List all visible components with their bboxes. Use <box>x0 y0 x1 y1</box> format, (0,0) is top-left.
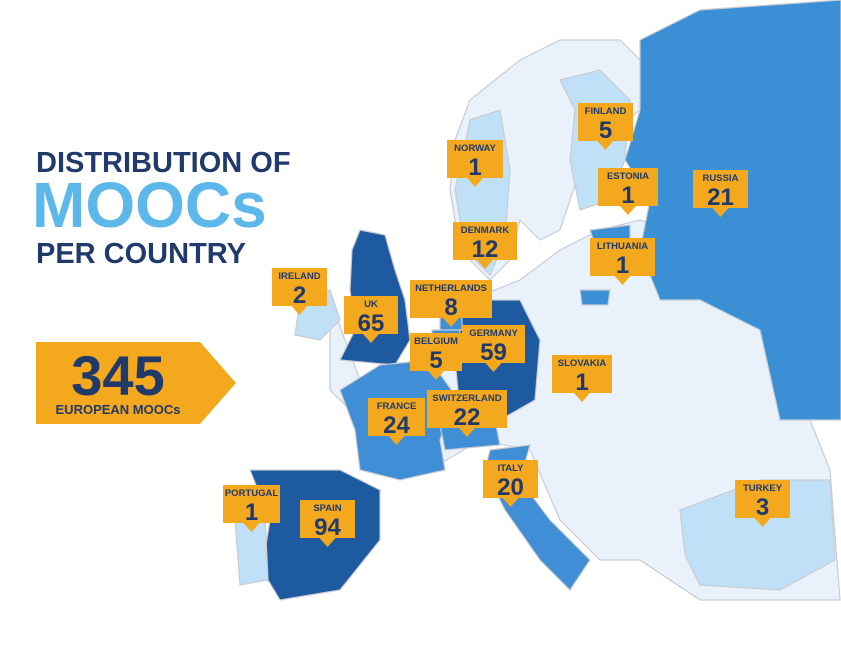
callout <box>410 280 492 327</box>
country-value: 12 <box>472 236 499 263</box>
total-value: 345 <box>71 344 164 407</box>
country-value: 1 <box>616 252 629 279</box>
title-line2: MOOCs <box>32 169 267 241</box>
callout <box>552 355 612 402</box>
country-value: 1 <box>575 369 588 396</box>
country-value: 1 <box>245 499 258 526</box>
country-name: UK <box>364 299 378 310</box>
country-name: SPAIN <box>313 503 341 514</box>
country-value: 24 <box>383 412 410 439</box>
country-name: ITALY <box>498 463 525 474</box>
country-name: GERMANY <box>469 328 518 339</box>
callout <box>693 170 748 217</box>
callout <box>300 500 355 547</box>
country-value: 1 <box>468 154 481 181</box>
country-value: 22 <box>454 404 481 431</box>
callout <box>447 140 503 187</box>
country-name: IRELAND <box>278 271 320 282</box>
country-value: 65 <box>358 310 385 337</box>
callout <box>368 398 425 445</box>
callout <box>590 238 655 285</box>
country-name: FRANCE <box>377 401 417 412</box>
country-name: BELGIUM <box>414 336 458 347</box>
callout <box>272 268 327 315</box>
callout <box>598 168 658 215</box>
callout <box>483 460 538 507</box>
country-value: 20 <box>497 474 524 501</box>
country-value: 2 <box>293 282 306 309</box>
callout <box>735 480 790 527</box>
country-name: SWITZERLAND <box>432 393 501 404</box>
country-labels: NORWAY1FINLAND5ESTONIA1RUSSIA21DENMARK12… <box>223 103 790 547</box>
callout <box>223 485 280 532</box>
country-value: 8 <box>444 294 457 321</box>
country-value: 1 <box>621 182 634 209</box>
country-value: 3 <box>756 494 769 521</box>
country-name: PORTUGAL <box>225 488 279 499</box>
russia-shade <box>624 0 841 421</box>
country-name: NETHERLANDS <box>415 283 487 294</box>
country-value: 5 <box>599 117 612 144</box>
country-value: 5 <box>429 347 442 374</box>
callout <box>462 325 525 372</box>
title-line3: PER COUNTRY <box>36 238 246 270</box>
callout <box>427 390 507 437</box>
country-name: TURKEY <box>743 483 783 494</box>
country-name: RUSSIA <box>703 173 739 184</box>
callout <box>344 296 398 343</box>
callout <box>410 333 462 380</box>
title-line1: DISTRIBUTION OF <box>36 147 291 179</box>
country-value: 94 <box>314 514 341 541</box>
country-name: ESTONIA <box>607 171 649 182</box>
country-value: 59 <box>480 339 507 366</box>
country-value: 21 <box>707 184 734 211</box>
callout <box>453 222 517 269</box>
lithuania-shade <box>579 289 611 306</box>
country-name: NORWAY <box>454 143 496 154</box>
country-name: DENMARK <box>461 225 510 236</box>
country-name: FINLAND <box>585 106 627 117</box>
callout <box>578 103 633 150</box>
country-name: LITHUANIA <box>597 241 648 252</box>
total-arrow <box>36 342 236 424</box>
country-name: SLOVAKIA <box>558 358 607 369</box>
total-label: EUROPEAN MOOCs <box>56 402 181 417</box>
